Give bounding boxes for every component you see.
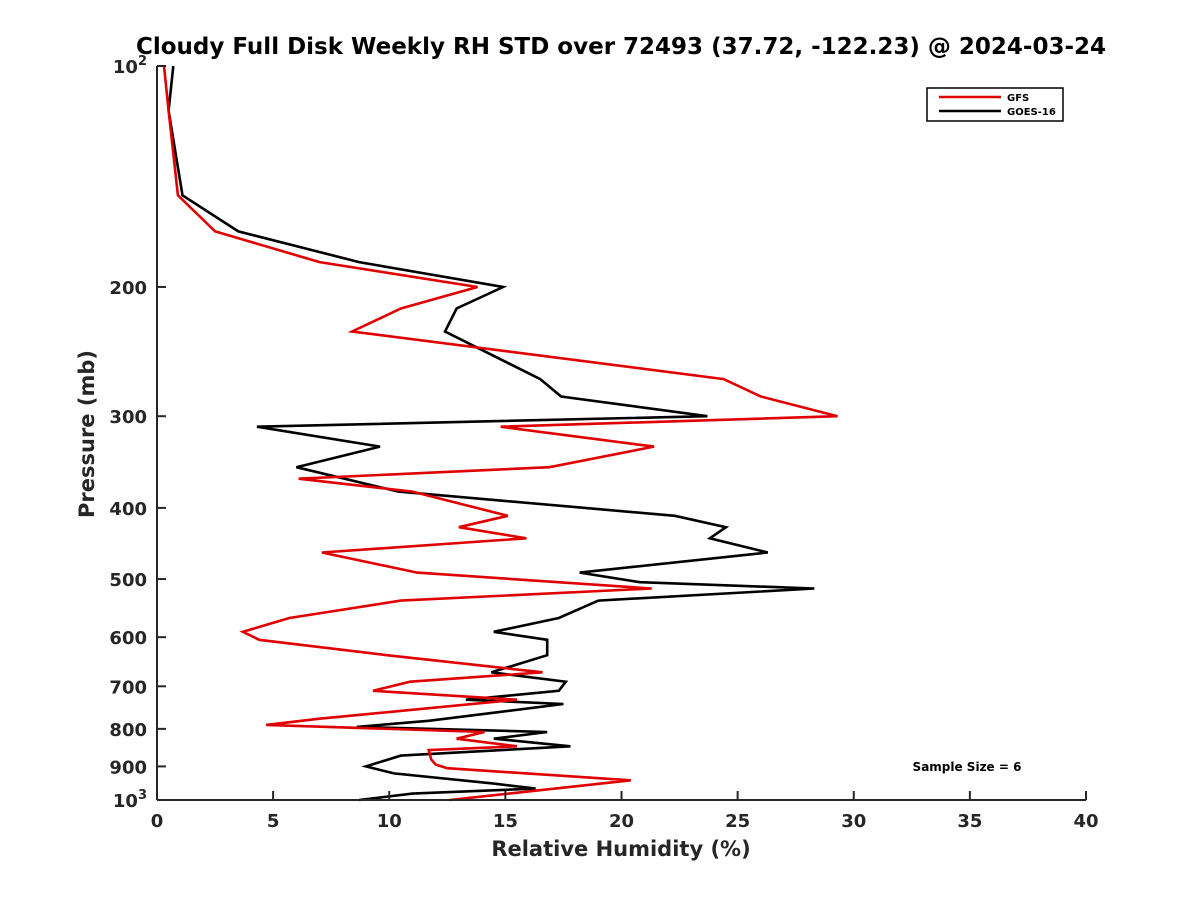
x-tick-label: 20 <box>609 811 634 832</box>
axes: 0 5 10 15 20 25 30 35 40 102 200 300 400 500 600 700 800… <box>109 54 1098 832</box>
x-tick-label: 30 <box>841 811 866 832</box>
x-tick-label: 0 <box>151 811 164 832</box>
x-tick-label: 15 <box>493 811 518 832</box>
y-tick-label: 102 <box>113 54 147 78</box>
chart-title: Cloudy Full Disk Weekly RH STD over 7249… <box>136 34 1106 60</box>
y-tick-label: 200 <box>109 278 147 299</box>
x-tick-label: 40 <box>1073 811 1098 832</box>
series-line-gfs <box>162 65 838 802</box>
y-tick-label: 900 <box>109 757 147 778</box>
x-tick-label: 5 <box>267 811 280 832</box>
legend-label-goes-16: GOES-16 <box>1007 107 1056 118</box>
x-tick-label: 35 <box>957 811 982 832</box>
legend-label-gfs: GFS <box>1007 93 1029 104</box>
plot-area <box>162 65 838 802</box>
legend: GFS GOES-16 <box>926 87 1064 122</box>
y-axis-label: Pressure (mb) <box>75 350 99 518</box>
y-tick-label: 800 <box>109 720 147 741</box>
y-tick-label: 400 <box>109 499 147 520</box>
y-tick-label: 700 <box>109 677 147 698</box>
sample-size-annotation: Sample Size = 6 <box>913 760 1022 774</box>
x-tick-label: 25 <box>725 811 750 832</box>
y-tick-label: 600 <box>109 628 147 649</box>
legend-box <box>926 87 1064 122</box>
series-line-goes-16 <box>167 65 815 802</box>
x-axis-label: Relative Humidity (%) <box>491 837 750 861</box>
y-tick-label: 300 <box>109 407 147 428</box>
y-tick-label: 103 <box>113 788 147 812</box>
y-tick-label: 500 <box>109 570 147 591</box>
x-tick-label: 10 <box>377 811 402 832</box>
